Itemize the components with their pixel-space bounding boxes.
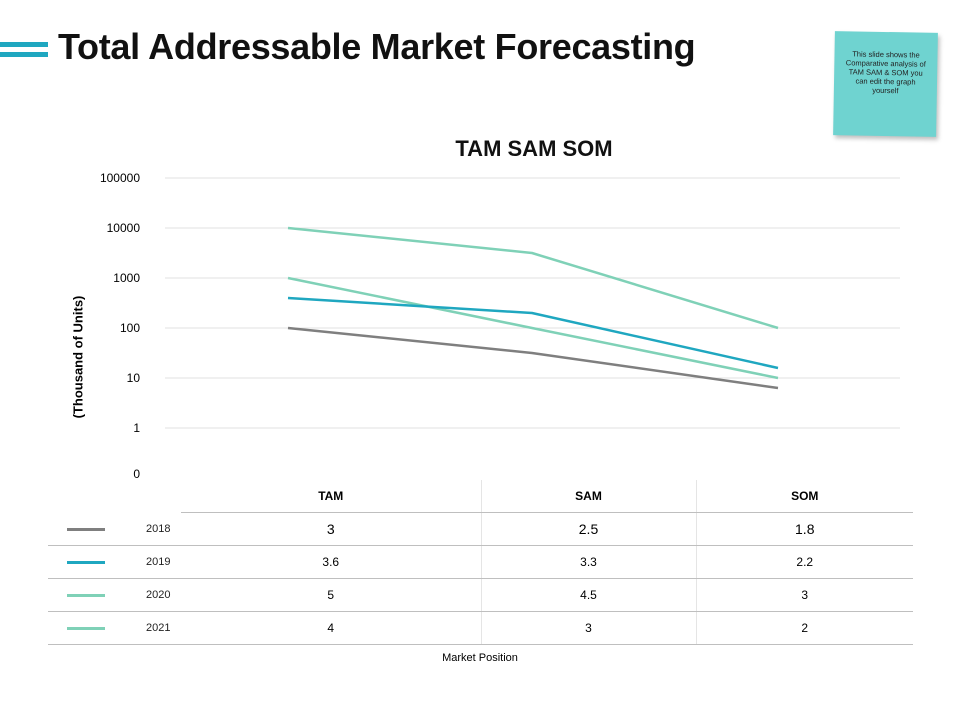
chart-title: TAM SAM SOM: [455, 136, 613, 161]
legend-cell: 2021: [48, 611, 181, 645]
y-tick-label: 10: [127, 371, 141, 385]
legend-cell: 2019: [48, 545, 181, 579]
title-accent-bar-top: [0, 42, 48, 47]
table-cell: 2.5: [480, 512, 696, 546]
y-tick-label: 0: [133, 467, 140, 481]
table-header-sam: SAM: [480, 480, 696, 513]
table-cell: 3.3: [480, 545, 696, 579]
legend-cell: 2018: [48, 512, 181, 546]
table-cell: 5: [181, 578, 481, 612]
y-tick-label: 1000: [113, 271, 140, 285]
series-line-2019: [287, 296, 779, 370]
legend-year: 2019: [146, 556, 171, 568]
table-row: 2021 4 3 2: [48, 611, 913, 645]
series-line-2018: [287, 326, 779, 390]
slide-title: Total Addressable Market Forecasting: [58, 26, 696, 67]
legend-year: 2021: [146, 622, 171, 634]
series-line-2020: [287, 226, 779, 330]
legend-key-2021: [67, 627, 105, 630]
table-cell: 3.6: [181, 545, 481, 579]
legend-key-2018: [67, 527, 105, 531]
y-tick-label: 10000: [107, 221, 141, 235]
table-cell: 4: [181, 611, 481, 645]
table-cell: 3: [480, 611, 696, 645]
table-cell: 2.2: [695, 545, 913, 579]
y-tick-label: 100: [120, 321, 140, 335]
table-header-tam: TAM: [181, 480, 481, 513]
table-row: 2020 5 4.5 3: [48, 578, 913, 612]
table-row: 2018 3 2.5 1.8: [48, 512, 913, 546]
legend-key-2020: [67, 594, 105, 597]
table-header-row: TAM SAM SOM: [48, 480, 913, 513]
legend-cell: 2020: [48, 578, 181, 612]
series-line-2021: [287, 276, 779, 380]
legend-key-2019: [67, 561, 105, 564]
table-cell: 2: [695, 611, 913, 645]
x-axis-label: Market Position: [442, 652, 518, 664]
y-tick-label: 1: [133, 421, 140, 435]
title-accent-bar-bottom: [0, 52, 48, 57]
data-table: TAM SAM SOM 2018 3 2.5 1.8 2019 3.6 3.3 2.2 2020…: [48, 480, 913, 645]
table-cell: 3: [181, 512, 481, 546]
table-header-som: SOM: [695, 480, 913, 513]
y-tick-label: 100000: [100, 171, 140, 185]
table-row: 2019 3.6 3.3 2.2: [48, 545, 913, 579]
legend-year: 2020: [146, 589, 171, 601]
legend-year: 2018: [146, 522, 171, 535]
table-cell: 3: [695, 578, 913, 612]
table-cell: 1.8: [695, 512, 913, 546]
table-cell: 4.5: [480, 578, 696, 612]
table-corner: [48, 480, 181, 513]
